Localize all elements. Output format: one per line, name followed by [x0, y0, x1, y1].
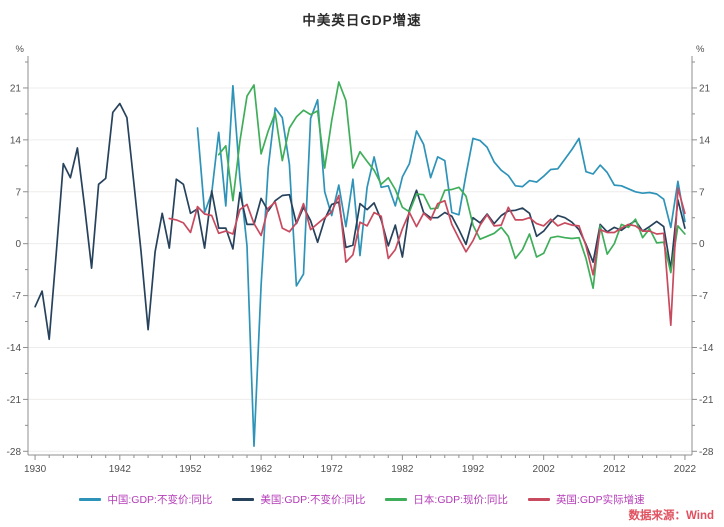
tick-label: -28: [7, 447, 22, 458]
series-line-1: [34, 102, 686, 341]
tick-label: 21: [10, 83, 22, 94]
data-source-note: 数据来源：Wind: [628, 510, 715, 522]
legend-label-china: 中国:GDP:不变价:同比: [107, 494, 213, 506]
series-line-0: [196, 84, 686, 447]
tick-label: %: [16, 44, 25, 55]
legend-item-japan: 日本:GDP:现价:同比: [385, 492, 508, 507]
tick-label: 7: [699, 187, 705, 198]
tick-label: 0: [699, 239, 705, 250]
tick-label: 21: [699, 83, 711, 94]
legend-label-japan: 日本:GDP:现价:同比: [413, 494, 508, 506]
tick-label: 1962: [250, 464, 273, 475]
tick-label: -21: [699, 395, 714, 406]
tick-label: 2002: [533, 464, 556, 475]
legend-item-uk: 英国:GDP实际增速: [527, 492, 645, 507]
uk-series-marker-icon: [527, 498, 550, 501]
tick-label: 1952: [179, 464, 202, 475]
series-line-2: [217, 81, 686, 290]
legend-item-china: 中国:GDP:不变价:同比: [79, 492, 212, 507]
tick-label: 14: [10, 135, 22, 146]
legend-item-usa: 美国:GDP:不变价:同比: [232, 492, 365, 507]
series-line-3: [168, 187, 686, 327]
tick-label: 14: [699, 135, 711, 146]
tick-label: -28: [699, 447, 714, 458]
tick-label: -14: [699, 343, 714, 354]
japan-series-marker-icon: [385, 498, 408, 501]
tick-label: 0: [15, 239, 21, 250]
tick-label: 1942: [109, 464, 132, 475]
tick-label: 1972: [321, 464, 344, 475]
tick-label: 2022: [674, 464, 697, 475]
china-series-marker-icon: [79, 498, 102, 501]
tick-label: -14: [7, 343, 22, 354]
tick-label: %: [696, 44, 705, 55]
legend-label-usa: 美国:GDP:不变价:同比: [260, 494, 366, 506]
chart-legend: 中国:GDP:不变价:同比 美国:GDP:不变价:同比 日本:GDP:现价:同比…: [0, 492, 724, 507]
tick-label: 1930: [24, 464, 47, 475]
tick-label: -7: [12, 291, 21, 302]
tick-label: 2012: [603, 464, 626, 475]
usa-series-marker-icon: [232, 498, 255, 501]
tick-label: 1982: [391, 464, 414, 475]
tick-label: 1992: [462, 464, 485, 475]
legend-label-uk: 英国:GDP实际增速: [555, 494, 645, 506]
tick-label: 7: [15, 187, 21, 198]
tick-label: -7: [699, 291, 708, 302]
chart-title: 中美英日GDP增速: [302, 13, 422, 28]
tick-label: -21: [7, 395, 22, 406]
